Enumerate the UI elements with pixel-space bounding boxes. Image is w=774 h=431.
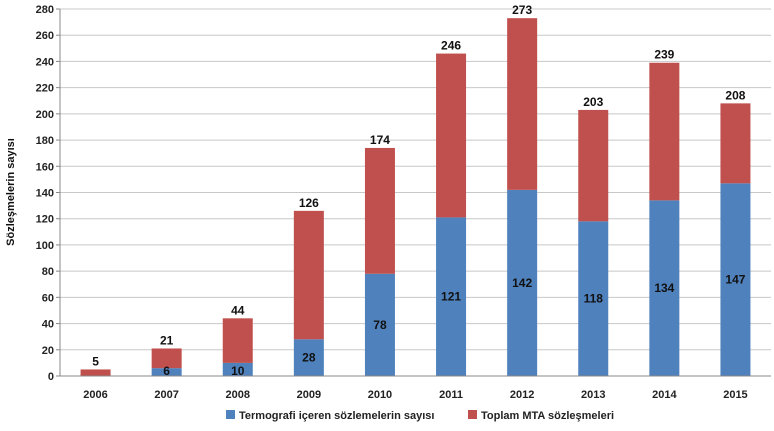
y-tick-label: 60 xyxy=(42,292,54,304)
data-label-total: 5 xyxy=(92,354,99,368)
data-label-termografi: 10 xyxy=(231,364,245,378)
bar-segment-toplam xyxy=(436,53,467,218)
y-tick-label: 160 xyxy=(36,161,54,173)
data-label-termografi: 28 xyxy=(302,351,316,365)
legend: Termografi içeren sözlemelerin sayısı Top… xyxy=(226,410,614,422)
x-tick-label: 2009 xyxy=(297,389,321,401)
x-tick-label: 2010 xyxy=(368,389,392,401)
x-tick-label: 2006 xyxy=(83,389,107,401)
y-tick-label: 0 xyxy=(48,371,54,383)
data-label-total: 174 xyxy=(370,133,390,147)
bar-segment-toplam xyxy=(293,210,324,340)
x-axis: 2006 2007 2008 2009 2010 2011 2012 2013 2014 2015 xyxy=(60,375,771,401)
bar-segment-toplam xyxy=(507,18,538,190)
y-tick-label: 240 xyxy=(36,56,54,68)
data-label-total: 246 xyxy=(441,39,461,53)
bar-segment-toplam xyxy=(151,348,182,369)
bar-segment-termografi xyxy=(649,200,680,376)
bar-segment-termografi xyxy=(578,221,609,376)
y-tick-label: 20 xyxy=(42,345,54,357)
bar-segment-termografi xyxy=(436,217,467,376)
y-axis-title: Sözleşmelerin sayısı xyxy=(5,138,17,246)
x-tick-label: 2007 xyxy=(154,389,178,401)
y-tick-label: 260 xyxy=(36,30,54,42)
data-label-termografi: 6 xyxy=(163,364,170,378)
data-label-total: 203 xyxy=(583,95,603,109)
y-tick-label: 80 xyxy=(42,266,54,278)
legend-swatch xyxy=(468,410,477,419)
bar-segment-toplam xyxy=(222,318,253,363)
x-tick-label: 2012 xyxy=(510,389,534,401)
y-tick-label: 180 xyxy=(36,135,54,147)
bar-segment-termografi xyxy=(222,362,253,376)
data-label-total: 239 xyxy=(654,48,674,62)
y-tick-label: 220 xyxy=(36,83,54,95)
bar-segment-termografi xyxy=(720,183,751,376)
y-tick-label: 200 xyxy=(36,109,54,121)
x-tick-label: 2013 xyxy=(581,389,605,401)
x-tick-label: 2011 xyxy=(439,389,463,401)
bar-segment-toplam xyxy=(364,147,395,274)
data-label-termografi: 147 xyxy=(725,273,745,287)
data-label-total: 44 xyxy=(231,303,245,317)
y-tick-label: 100 xyxy=(36,240,54,252)
data-label-total: 273 xyxy=(512,3,532,17)
y-axis: 0 20 40 60 80 100 120 140 160 180 200 220 240 260 280 xyxy=(36,4,61,383)
bar-segment-termografi xyxy=(293,339,324,376)
bars: 5 6 21 10 44 28 126 78 174 121 246 142 273 118 203 134 2… xyxy=(80,3,751,378)
y-tick-label: 280 xyxy=(36,4,54,16)
bar-segment-termografi xyxy=(151,368,182,376)
x-tick-label: 2015 xyxy=(723,389,747,401)
data-label-termografi: 78 xyxy=(373,318,387,332)
data-label-total: 126 xyxy=(299,196,319,210)
data-label-total: 21 xyxy=(160,333,174,347)
data-label-termografi: 121 xyxy=(441,290,461,304)
data-label-termografi: 134 xyxy=(654,281,674,295)
x-tick-label: 2008 xyxy=(226,389,250,401)
bar-segment-termografi xyxy=(507,189,538,376)
y-tick-label: 40 xyxy=(42,319,54,331)
y-tick-label: 120 xyxy=(36,214,54,226)
data-label-termografi: 118 xyxy=(584,292,604,306)
bar-segment-termografi xyxy=(364,273,395,376)
gridlines xyxy=(60,8,771,377)
bar-segment-toplam xyxy=(649,62,680,201)
data-label-termografi: 142 xyxy=(512,276,532,290)
legend-label: Toplam MTA sözleşmeleri xyxy=(481,410,614,422)
x-tick-label: 2014 xyxy=(652,389,677,401)
bar-segment-toplam xyxy=(578,109,609,222)
y-tick-label: 140 xyxy=(36,188,54,200)
data-label-total: 208 xyxy=(725,88,745,102)
legend-swatch xyxy=(226,410,235,419)
bar-segment-toplam xyxy=(720,103,751,184)
bar-segment-toplam xyxy=(80,369,111,376)
legend-label: Termografi içeren sözlemelerin sayısı xyxy=(239,410,434,422)
